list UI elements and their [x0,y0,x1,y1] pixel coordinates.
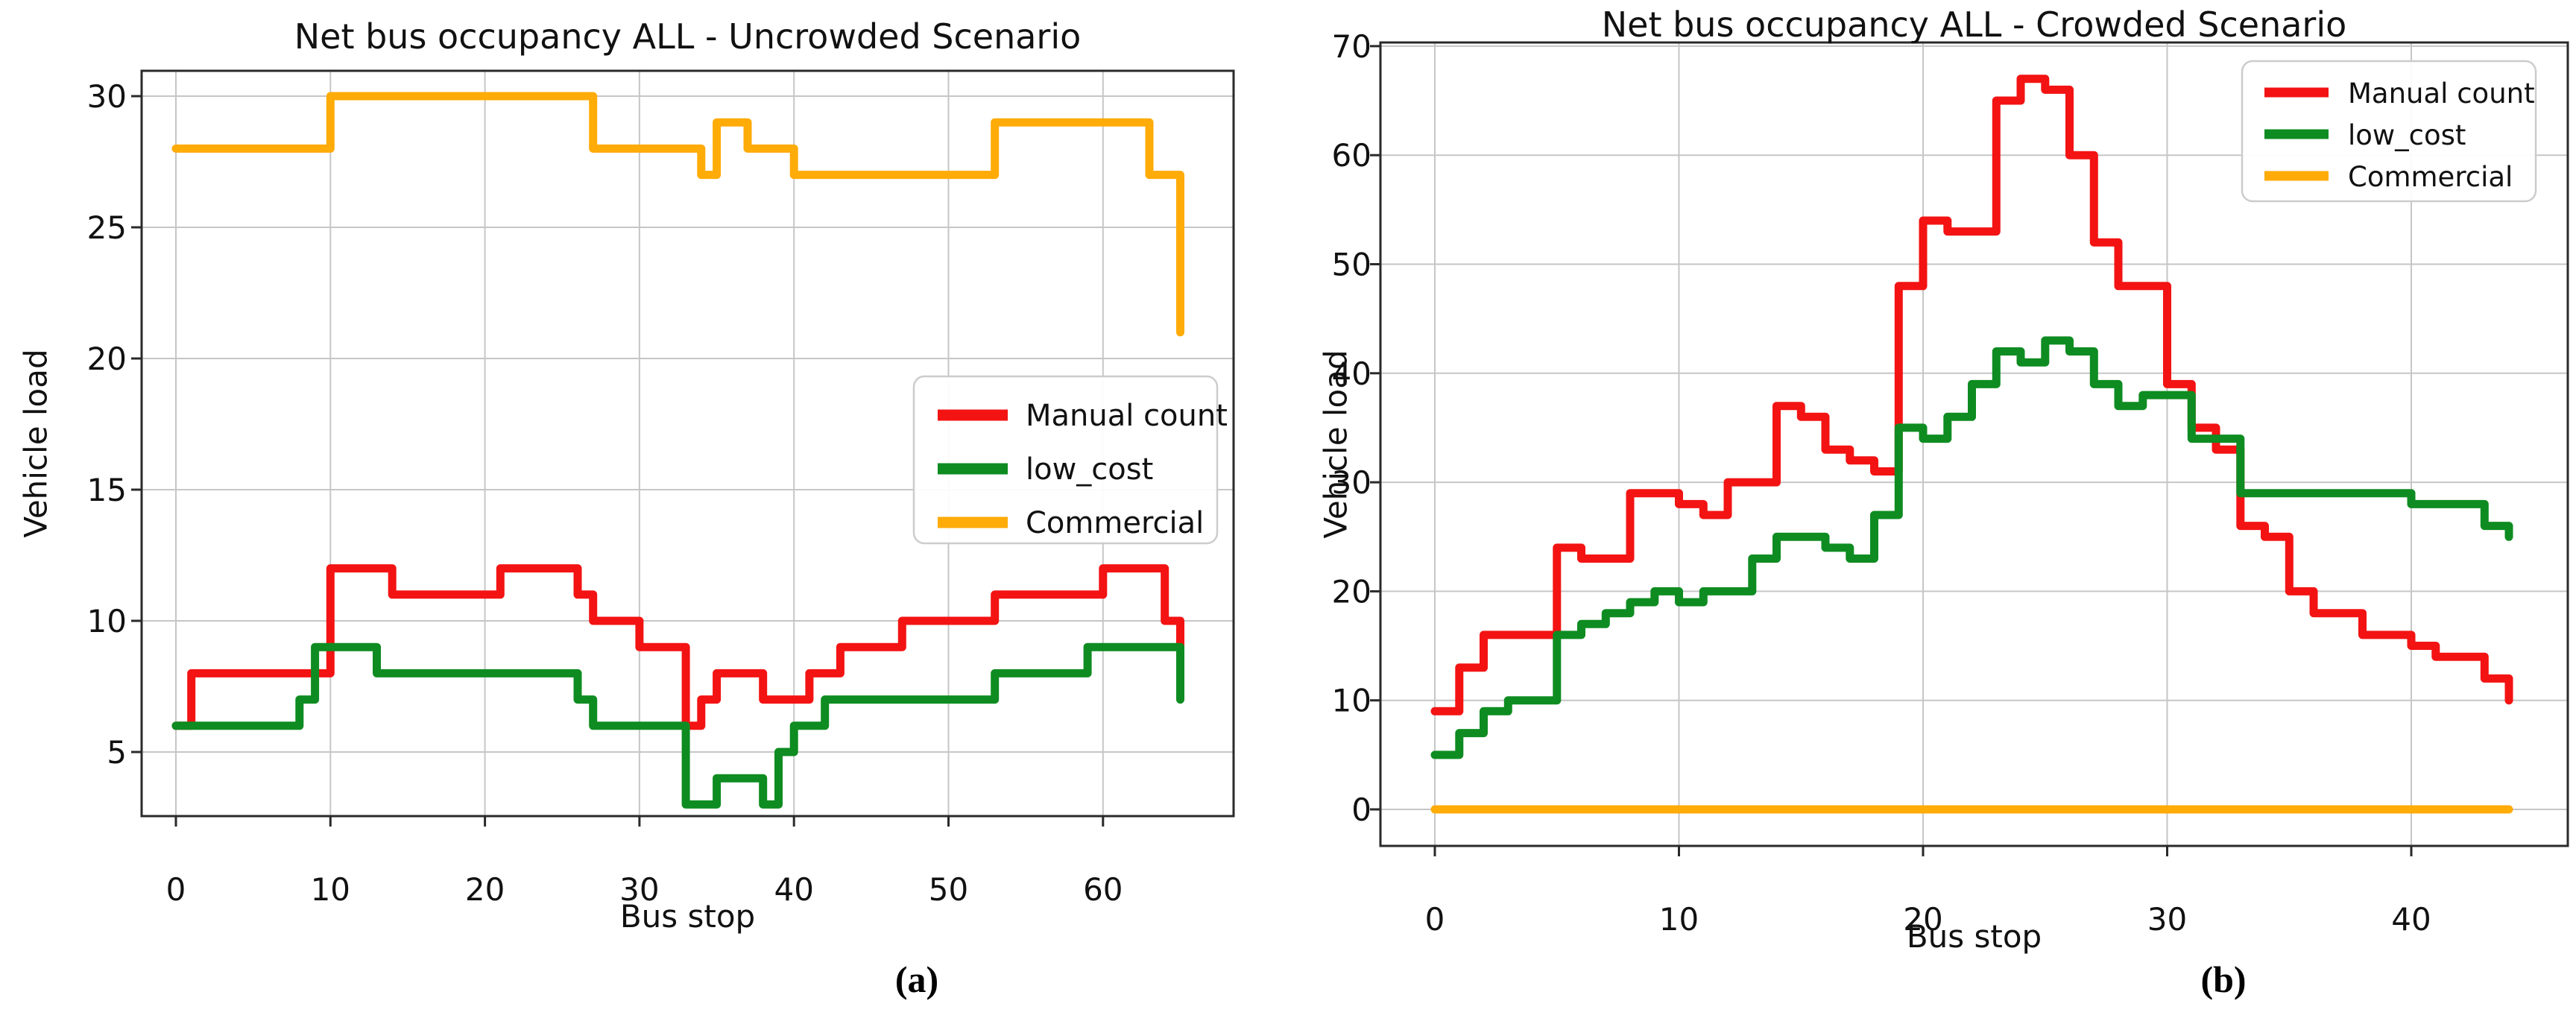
series-line-low-cost [1430,336,2513,759]
series-line-manual-count [1430,75,2513,715]
x-tick-label: 40 [2391,901,2431,938]
y-tick-label: 40 [1332,356,1371,392]
legend-label-3: Commercial [2348,161,2513,193]
x-tick-label: 0 [1425,901,1445,938]
x-tick-label: 10 [311,871,350,908]
y-tick-label: 70 [1332,28,1371,65]
y-tick-label: 50 [1332,247,1371,283]
chart-a-xlabel: Bus stop [619,898,756,935]
caption-a: (a) [894,958,939,1000]
y-tick-label: 15 [87,472,127,508]
chart-b-xlabel: Bus stop [1906,918,2042,955]
chart-uncrowded: 5 10 15 20 25 30 0 10 20 30 40 50 60 Manual count low_… [87,69,1235,908]
chart-a-title: Net bus occupancy ALL - Uncrowded Scenar… [294,16,1082,57]
series-line-commercial [171,92,1184,337]
legend-label-3: Commercial [1026,506,1204,540]
y-tick-label: 60 [1332,137,1371,174]
legend-label-2: low_cost [2348,119,2466,151]
y-tick-label: 30 [1332,464,1371,501]
x-tick-label: 20 [1903,901,1942,938]
y-tick-label: 30 [87,78,127,115]
caption-b: (b) [2200,958,2247,1000]
x-tick-label: 50 [929,871,968,908]
y-tick-label: 10 [1332,683,1371,719]
x-tick-label: 0 [166,871,186,908]
chart-a-ylabel: Vehicle load [17,349,54,538]
x-tick-label: 40 [774,871,813,908]
chart-b-ylabel: Vehicle load [1317,350,1354,539]
y-tick-label: 0 [1351,792,1371,828]
series-line-low-cost [171,642,1184,809]
x-tick-label: 30 [2147,901,2187,938]
legend-label-1: Manual count [1026,399,1228,433]
legend-label-1: Manual count [2348,78,2535,110]
y-tick-label: 20 [87,341,127,377]
x-tick-label: 30 [619,871,659,908]
axes-spines [140,69,1235,818]
chart-b-title: Net bus occupancy ALL - Crowded Scenario [1601,4,2347,45]
chart-crowded: 0 10 20 30 40 50 60 70 0 10 20 30 40 Manual count low_… [1332,28,2569,938]
y-tick-label: 5 [107,734,127,771]
x-tick-label: 20 [465,871,505,908]
y-tick-label: 25 [87,209,127,246]
series-line-manual-count [171,564,1184,730]
axes-spines [1379,41,2569,847]
legend-label-2: low_cost [1026,452,1153,487]
y-tick-label: 10 [87,603,127,639]
x-tick-label: 10 [1659,901,1699,938]
x-tick-label: 60 [1083,871,1123,908]
y-tick-label: 20 [1332,573,1371,610]
